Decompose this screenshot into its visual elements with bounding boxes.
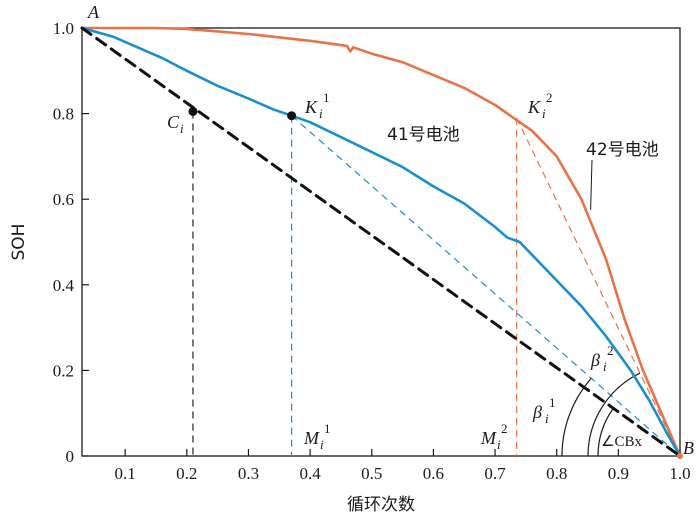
x-axis-ticks: 0.1 0.2 0.3 0.4 0.5 0.6 0.7 0.8 0.9 1.0 (115, 449, 691, 483)
point-label-k1-sub: i (319, 106, 323, 121)
angle-arc-beta1 (561, 377, 592, 457)
series-42-leader (590, 159, 593, 210)
guide-k1-to-b (291, 115, 681, 457)
guide-lines (192, 111, 681, 457)
point-label-k2-sub: i (542, 106, 546, 121)
series-label-41: 41号电池 (387, 125, 460, 145)
y-tick-label: 0.6 (53, 190, 74, 209)
point-label-k1-main: K (304, 97, 318, 117)
point-label-m2-main: M (480, 428, 497, 448)
point-label-m1-main: M (303, 428, 320, 448)
point-markers (188, 106, 683, 459)
series-line-ab (80, 26, 682, 458)
point-k1-marker (287, 111, 297, 121)
y-axis-ticks: 0 0.2 0.4 0.6 0.8 1.0 (53, 19, 89, 466)
angle-arc-cbx (597, 407, 614, 457)
point-label-m1-sub: i (320, 437, 324, 452)
series-line-41 (80, 26, 682, 458)
x-tick-label: 0.4 (299, 464, 321, 483)
point-label-b: B (683, 438, 694, 458)
x-tick-label: 1.0 (669, 464, 690, 483)
angle-label-beta1-sup: 1 (549, 395, 556, 410)
x-axis-title: 循环次数 (347, 495, 415, 515)
point-b-marker (677, 453, 683, 459)
x-tick-label: 0.7 (484, 464, 506, 483)
y-tick-label: 1.0 (53, 19, 74, 38)
point-label-c-main: C (167, 112, 180, 132)
x-tick-label: 0.9 (608, 464, 629, 483)
y-axis-title: SOH (9, 224, 29, 261)
annotations: A B C i K i 1 K i 2 M i 1 M i 2 β i 1 β … (87, 2, 694, 458)
angle-label-beta2-sub: i (603, 359, 607, 374)
angle-arc-beta2 (587, 372, 641, 457)
point-label-k1-sup: 1 (323, 90, 330, 105)
point-label-m1-sup: 1 (324, 421, 331, 436)
x-tick-label: 0.5 (361, 464, 382, 483)
y-tick-label: 0.8 (53, 105, 74, 124)
series-label-42: 42号电池 (586, 140, 659, 160)
x-tick-label: 0.8 (546, 464, 567, 483)
point-label-a: A (87, 2, 100, 22)
guide-k2-to-b (516, 117, 681, 457)
angle-label-cbx: ∠CBx (601, 434, 642, 450)
series-line-42 (80, 26, 682, 458)
x-tick-label: 0.1 (115, 464, 136, 483)
series-layer (80, 26, 682, 458)
y-tick-label: 0 (66, 447, 75, 466)
x-tick-label: 0.2 (176, 464, 197, 483)
point-label-m2-sup: 2 (501, 421, 508, 436)
x-tick-label: 0.3 (238, 464, 259, 483)
point-c-marker (188, 106, 198, 116)
angle-label-beta1-sub: i (545, 411, 549, 426)
x-tick-label: 0.6 (423, 464, 444, 483)
point-label-k2-main: K (527, 97, 541, 117)
point-label-m2-sub: i (497, 437, 501, 452)
y-tick-label: 0.2 (53, 361, 74, 380)
point-label-k2-sup: 2 (546, 90, 553, 105)
angle-label-beta1-main: β (532, 402, 542, 422)
y-tick-label: 0.4 (53, 276, 75, 295)
plot-frame (81, 27, 681, 457)
angle-label-beta2-sup: 2 (607, 343, 614, 358)
point-label-c-sub: i (180, 121, 184, 136)
angle-label-beta2-main: β (590, 350, 600, 370)
